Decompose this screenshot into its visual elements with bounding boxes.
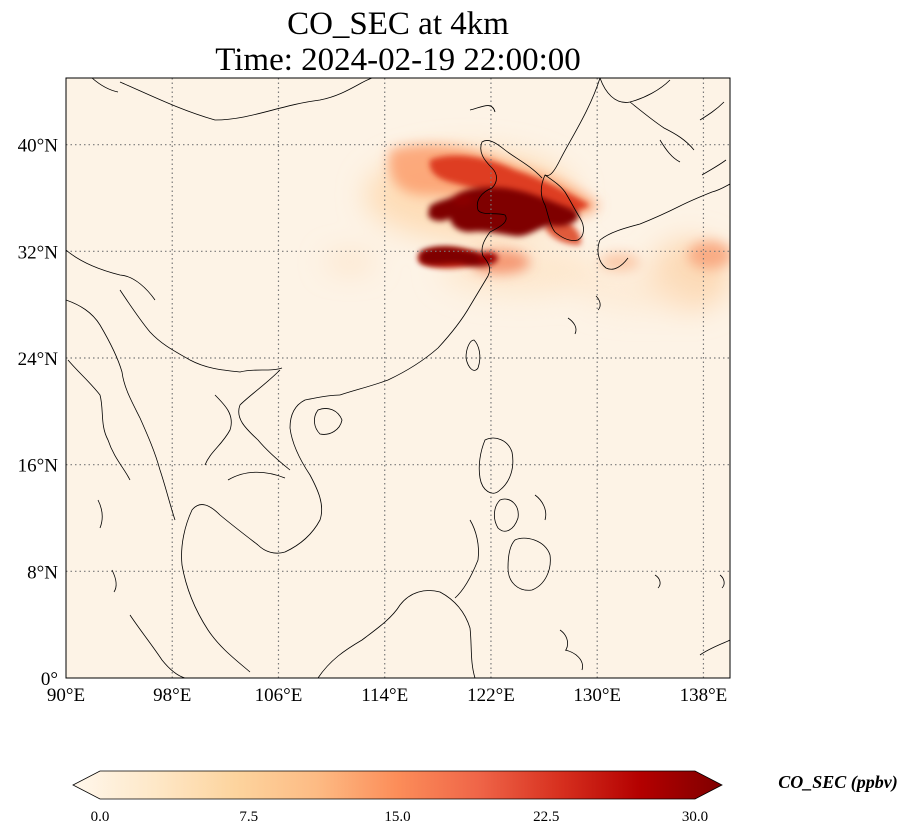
colorbar: 0.0 7.5 15.0 22.5 30.0 CO_SEC (ppbv) bbox=[72, 770, 898, 825]
lat-tick-label: 32°N bbox=[18, 242, 59, 263]
colorbar-body bbox=[72, 770, 723, 800]
lat-tick-label: 0° bbox=[41, 669, 58, 690]
gridlines bbox=[66, 78, 730, 678]
lon-tick-label: 98°E bbox=[153, 685, 191, 706]
lon-tick-label: 130°E bbox=[573, 685, 621, 706]
lon-tick-label: 106°E bbox=[255, 685, 303, 706]
lon-tick-label: 114°E bbox=[361, 685, 408, 706]
lon-tick-label: 90°E bbox=[47, 685, 85, 706]
plume-peak bbox=[420, 187, 579, 267]
map-title: CO_SEC at 4km bbox=[287, 6, 509, 42]
colorbar-tick-label: 30.0 bbox=[682, 809, 708, 825]
longitude-tick-labels: 90°E 98°E 106°E 114°E 122°E 130°E 138°E bbox=[47, 685, 727, 706]
map-subtitle-time: Time: 2024-02-19 22:00:00 bbox=[215, 42, 581, 78]
colorbar-label: CO_SEC (ppbv) bbox=[778, 772, 898, 793]
co-concentration-field bbox=[325, 144, 730, 310]
lon-tick-label: 122°E bbox=[467, 685, 515, 706]
lat-tick-label: 8°N bbox=[27, 562, 58, 583]
map-plot-area bbox=[66, 78, 730, 678]
coastlines bbox=[66, 78, 730, 678]
latitude-tick-labels: 0° 8°N 16°N 24°N 32°N 40°N bbox=[18, 136, 59, 690]
colorbar-tick-label: 0.0 bbox=[91, 809, 110, 825]
lat-tick-label: 40°N bbox=[18, 136, 59, 157]
colorbar-tick-label: 22.5 bbox=[533, 809, 559, 825]
lat-tick-label: 16°N bbox=[18, 456, 59, 477]
lat-tick-label: 24°N bbox=[18, 349, 59, 370]
colorbar-tick-label: 7.5 bbox=[239, 809, 258, 825]
colorbar-tick-label: 15.0 bbox=[384, 809, 410, 825]
lon-tick-label: 138°E bbox=[680, 685, 728, 706]
map-frame bbox=[65, 77, 731, 679]
colorbar-ticks: 0.0 7.5 15.0 22.5 30.0 bbox=[91, 809, 709, 825]
